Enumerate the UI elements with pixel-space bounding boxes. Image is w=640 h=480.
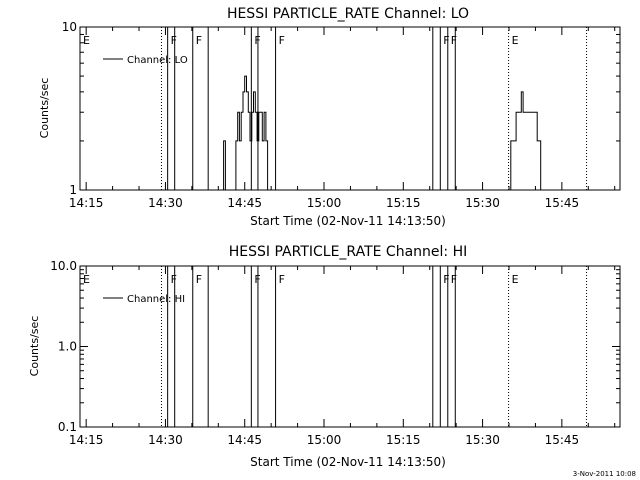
x-tick-label: 14:45 <box>227 196 262 210</box>
event-marker-label: E <box>512 34 519 47</box>
y-axis-label: Counts/sec <box>38 78 51 139</box>
chart-title: HESSI PARTICLE_RATE Channel: HI <box>229 244 467 260</box>
x-tick-label: 14:30 <box>148 433 183 447</box>
x-tick-label: 15:15 <box>386 196 421 210</box>
event-marker-label: F <box>279 34 285 47</box>
event-marker-label: F <box>171 34 177 47</box>
x-tick-label: 15:15 <box>386 433 421 447</box>
x-tick-label: 14:30 <box>148 196 183 210</box>
event-marker-label: F <box>171 273 177 286</box>
x-tick-label: 15:30 <box>465 196 500 210</box>
x-axis-label: Start Time (02-Nov-11 14:13:50) <box>250 214 446 228</box>
event-marker-label: F <box>196 34 202 47</box>
chart-title: HESSI PARTICLE_RATE Channel: LO <box>227 6 469 22</box>
y-axis-label: Counts/sec <box>28 316 41 377</box>
event-marker-label: F <box>451 34 457 47</box>
event-marker-label: E <box>83 273 90 286</box>
legend-label: Channel: HI <box>127 294 185 305</box>
series-line <box>221 75 543 191</box>
x-tick-label: 14:45 <box>227 433 262 447</box>
event-marker-label: F <box>451 273 457 286</box>
y-tick-label: 10.0 <box>50 259 77 273</box>
event-marker-label: E <box>512 273 519 286</box>
legend-label: Channel: LO <box>127 55 188 66</box>
event-marker-label: F <box>279 273 285 286</box>
chart-panel-hi: HESSI PARTICLE_RATE Channel: HI Counts/s… <box>28 244 621 469</box>
x-tick-label: 15:30 <box>465 433 500 447</box>
x-tick-label: 15:00 <box>307 433 342 447</box>
event-marker-label: F <box>443 34 449 47</box>
x-tick-label: 14:15 <box>69 433 104 447</box>
x-tick-label: 14:15 <box>69 196 104 210</box>
y-tick-label: 10 <box>62 20 77 34</box>
y-tick-label: 1 <box>69 183 77 197</box>
x-tick-label: 15:00 <box>307 196 342 210</box>
event-marker-label: E <box>83 34 90 47</box>
chart-panel-lo: HESSI PARTICLE_RATE Channel: LO Counts/s… <box>38 6 621 228</box>
y-tick-label: 1.0 <box>58 340 77 354</box>
generation-timestamp: 3-Nov-2011 10:08 <box>573 470 636 478</box>
event-marker-label: F <box>196 273 202 286</box>
x-tick-label: 15:45 <box>545 433 580 447</box>
x-tick-label: 15:45 <box>545 196 580 210</box>
y-tick-label: 0.1 <box>58 420 77 434</box>
event-marker-label: F <box>443 273 449 286</box>
x-axis-label: Start Time (02-Nov-11 14:13:50) <box>250 455 446 469</box>
